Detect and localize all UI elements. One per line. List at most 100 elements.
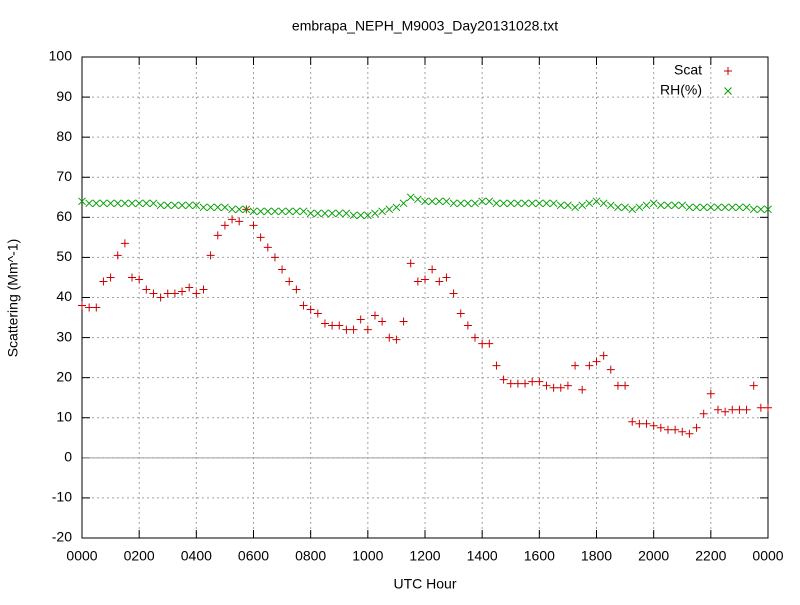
data-point [449,289,458,298]
data-point [599,199,608,208]
data-point [556,383,565,392]
data-point [428,197,436,206]
data-point [628,205,637,214]
data-point [399,317,408,326]
data-point [363,325,372,334]
data-point [299,301,308,310]
legend-marker [724,87,732,95]
y-tick-label: 0 [64,449,72,465]
data-point [213,231,222,240]
data-point [685,429,694,438]
data-point [706,203,715,212]
data-point [342,209,351,218]
plot-border [81,56,769,539]
chart-title: embrapa_NEPH_M9003_Day20131028.txt [292,18,558,34]
y-tick-label: 70 [56,168,72,184]
data-point [642,419,651,428]
data-point [78,301,86,310]
data-point [735,405,744,414]
data-point [764,205,772,214]
data-point [649,421,658,430]
data-point [135,199,144,208]
x-tick-label: 0600 [238,548,269,564]
data-point [192,289,201,298]
data-point [721,407,730,416]
data-point [156,293,165,302]
data-point [199,203,208,212]
data-point [671,201,679,210]
data-point [513,379,522,388]
y-tick-label: 40 [56,288,72,304]
data-point [671,425,680,434]
data-point [278,265,287,274]
y-tick-label: 90 [56,88,72,104]
y-tick-label: 50 [56,248,72,264]
data-point [564,201,572,210]
data-point [614,203,622,212]
data-point [321,209,329,218]
y-tick-label: 100 [49,48,73,64]
data-point [556,201,565,210]
data-point [506,199,515,208]
data-point [499,199,508,208]
legend-label: RH(%) [660,82,702,98]
data-point [549,199,558,208]
data-point [128,273,137,282]
data-point [370,311,379,320]
data-point [142,285,151,294]
data-point [542,381,551,390]
data-point [156,201,165,210]
data-point [292,285,301,294]
data-point [120,239,129,248]
data-point [378,317,387,326]
data-point [85,303,94,312]
data-point [599,351,608,360]
data-point [299,207,308,216]
x-tick-label: 1000 [352,548,383,564]
x-tick-label: 1800 [581,548,612,564]
data-point [578,385,587,394]
data-point [492,199,501,208]
data-point [335,209,344,218]
data-point [728,405,737,414]
data-point [728,203,737,212]
data-point [385,205,394,214]
x-tick-label: 1200 [409,548,440,564]
data-point [285,207,294,216]
data-point [421,197,429,206]
data-point [635,419,644,428]
data-point [78,197,86,206]
y-axis-label: Scattering (Mm^-1) [5,239,21,358]
data-point [471,199,479,208]
data-point [499,375,508,384]
data-point [228,205,236,214]
data-point [749,381,758,390]
data-point [506,379,515,388]
data-point [149,199,158,208]
data-point [399,199,408,208]
data-point [135,275,144,284]
data-point [692,423,701,432]
x-tick-label: 1400 [467,548,498,564]
data-point [471,333,480,342]
data-point [285,277,294,286]
data-point [542,199,551,208]
y-tick-label: 80 [56,128,72,144]
data-point [621,381,630,390]
data-point [713,405,722,414]
data-point [378,207,386,216]
data-point [449,199,458,208]
data-point [270,253,279,262]
data-point [571,361,580,370]
data-point [742,405,751,414]
data-point [521,379,530,388]
data-point [756,403,765,412]
data-point [256,233,265,242]
data-point [242,205,251,214]
y-tick-label: 60 [56,208,72,224]
data-point [742,203,751,212]
data-point [313,309,322,318]
data-point [213,203,222,212]
data-point [592,197,601,206]
data-point [149,289,158,298]
